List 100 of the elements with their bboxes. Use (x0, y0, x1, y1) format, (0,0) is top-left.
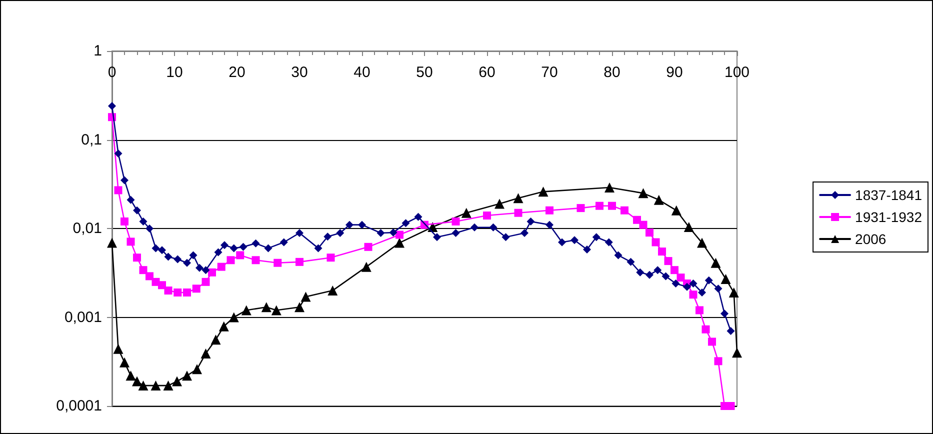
point (274, 258, 282, 267)
point (546, 206, 554, 214)
point (158, 281, 166, 290)
point (182, 370, 192, 381)
point (164, 252, 172, 261)
point (583, 245, 591, 254)
point (326, 254, 335, 262)
point (596, 202, 604, 210)
point (183, 258, 191, 267)
point (139, 266, 148, 274)
point (261, 302, 272, 312)
point (120, 357, 130, 368)
point (150, 380, 161, 391)
point (126, 370, 136, 381)
point (604, 238, 613, 246)
point (120, 217, 128, 226)
point (714, 357, 722, 366)
point (163, 380, 174, 391)
x-tick-label: 60 (478, 64, 496, 81)
point (639, 220, 648, 229)
point (414, 212, 422, 221)
point (152, 244, 160, 252)
point (192, 284, 200, 293)
point (210, 334, 221, 345)
point (396, 230, 404, 239)
legend-label: 2006 (855, 231, 886, 247)
point (658, 248, 666, 256)
point (714, 284, 722, 293)
legend-label: 1837-1841 (855, 187, 922, 203)
point (576, 204, 585, 212)
point (638, 188, 648, 198)
point (146, 272, 154, 280)
point (662, 272, 670, 280)
point (120, 176, 128, 184)
point (361, 262, 372, 272)
point (196, 264, 204, 272)
x-tick-label: 100 (724, 64, 750, 81)
point (732, 348, 742, 358)
point (461, 208, 472, 218)
point (489, 223, 498, 232)
point (217, 262, 226, 271)
point (300, 292, 311, 302)
point (324, 232, 332, 241)
point (683, 282, 691, 291)
point (402, 219, 410, 228)
point (452, 228, 460, 237)
point (728, 288, 739, 298)
point (654, 194, 664, 205)
point (520, 228, 528, 237)
point (483, 212, 491, 220)
y-tick-label: 0,0001 (56, 398, 102, 414)
point (389, 228, 398, 237)
point (158, 246, 166, 254)
x-tick-label: 20 (228, 64, 246, 81)
point (133, 254, 141, 262)
point (139, 217, 148, 226)
point (646, 228, 654, 237)
point (626, 258, 635, 266)
point (230, 244, 238, 252)
point (394, 238, 404, 248)
x-tick-label: 40 (354, 64, 370, 81)
point (226, 256, 235, 264)
x-tick-label: 70 (541, 64, 558, 81)
point (114, 186, 122, 194)
point (704, 276, 713, 284)
point (708, 338, 716, 346)
point (614, 251, 622, 260)
point (670, 266, 678, 274)
point (433, 233, 441, 242)
point (470, 223, 478, 232)
y-tick-label: 0,001 (64, 308, 102, 326)
point (239, 242, 248, 251)
point (252, 256, 260, 264)
point (558, 238, 566, 246)
point (236, 251, 244, 260)
point (538, 186, 548, 197)
point (296, 228, 304, 237)
point (702, 325, 710, 334)
point (494, 198, 504, 209)
point (672, 280, 680, 288)
point (710, 258, 721, 268)
point (114, 149, 122, 158)
point (189, 251, 198, 260)
point (689, 290, 698, 299)
point (697, 238, 707, 248)
point (698, 288, 706, 297)
point (294, 302, 304, 312)
point (214, 248, 222, 256)
point (526, 217, 535, 226)
point (604, 182, 614, 192)
point (513, 193, 524, 204)
point (208, 268, 216, 276)
point (696, 306, 704, 314)
x-tick-label: 80 (604, 64, 620, 81)
point (646, 270, 654, 279)
point (126, 238, 135, 246)
point (132, 376, 142, 386)
point (113, 344, 124, 354)
point (164, 286, 172, 295)
point (676, 274, 685, 282)
